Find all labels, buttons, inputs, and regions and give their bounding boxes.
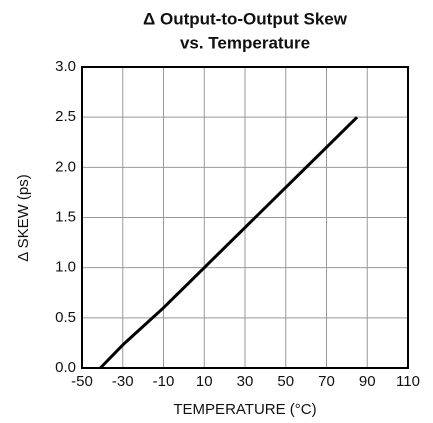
chart-title: Δ Output-to-Output Skew	[143, 9, 348, 28]
chart-subtitle: vs. Temperature	[180, 33, 310, 52]
y-tick-label: 2.0	[55, 158, 76, 175]
x-tick-label: -30	[112, 373, 134, 390]
y-tick-label: 1.5	[55, 208, 76, 225]
x-axis-label: TEMPERATURE (°C)	[173, 401, 316, 418]
y-tick-label: 3.0	[55, 58, 76, 75]
y-tick-label: 0.5	[55, 309, 76, 326]
line	[99, 116, 359, 370]
x-tick-label: -10	[153, 373, 175, 390]
y-tick-label: 0.0	[55, 359, 76, 376]
x-tick-label: 10	[196, 373, 213, 390]
x-tick-label: 70	[318, 373, 335, 390]
plot-frame	[81, 66, 409, 369]
y-tick-label: 1.0	[55, 259, 76, 276]
x-tick-label: 30	[237, 373, 254, 390]
x-tick-label: 110	[396, 373, 420, 390]
y-tick-label: 2.5	[55, 108, 76, 125]
y-axis-label: Δ SKEW (ps)	[15, 174, 32, 262]
x-tick-label: 90	[359, 373, 376, 390]
x-tick-label: 50	[277, 373, 294, 390]
x-tick-label: -50	[71, 373, 93, 390]
